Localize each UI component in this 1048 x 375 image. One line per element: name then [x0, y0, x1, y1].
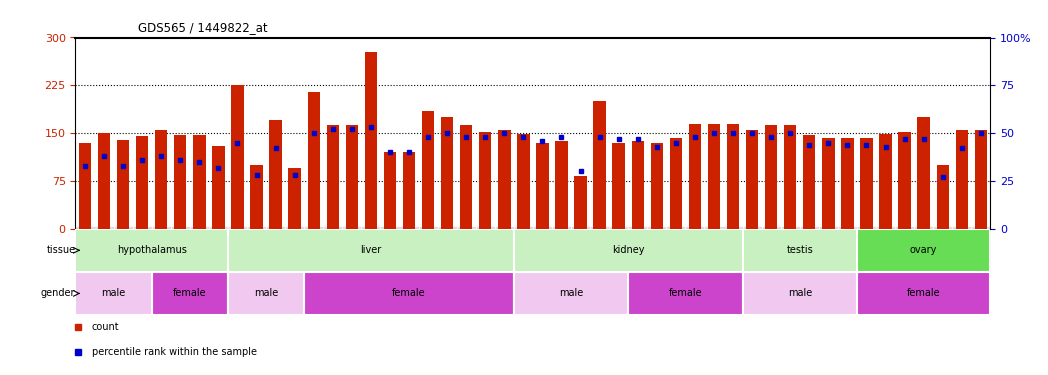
Bar: [917, 117, 930, 229]
Bar: [956, 130, 968, 229]
Text: liver: liver: [361, 245, 381, 255]
Text: female: female: [173, 288, 206, 298]
Text: kidney: kidney: [612, 245, 645, 255]
Text: count: count: [92, 322, 119, 332]
Bar: [879, 134, 892, 229]
Bar: [514, 229, 743, 272]
Bar: [670, 138, 682, 229]
Bar: [689, 124, 701, 229]
Text: female: female: [392, 288, 425, 298]
Text: male: male: [788, 288, 812, 298]
Bar: [628, 272, 743, 315]
Bar: [860, 138, 873, 229]
Bar: [304, 272, 514, 315]
Bar: [707, 124, 720, 229]
Text: testis: testis: [786, 245, 813, 255]
Bar: [632, 141, 643, 229]
Bar: [193, 135, 205, 229]
Text: ovary: ovary: [910, 245, 937, 255]
Bar: [460, 126, 473, 229]
Bar: [307, 92, 320, 229]
Bar: [155, 130, 168, 229]
Text: male: male: [254, 288, 278, 298]
Bar: [593, 101, 606, 229]
Text: GDS565 / 1449822_at: GDS565 / 1449822_at: [138, 21, 268, 34]
Bar: [975, 130, 987, 229]
Bar: [384, 152, 396, 229]
Bar: [574, 177, 587, 229]
Text: tissue: tissue: [46, 245, 75, 255]
Bar: [441, 117, 454, 229]
Text: female: female: [669, 288, 702, 298]
Bar: [727, 124, 739, 229]
Bar: [822, 138, 834, 229]
Bar: [765, 126, 778, 229]
Bar: [517, 134, 529, 229]
Bar: [514, 272, 628, 315]
Text: male: male: [102, 288, 126, 298]
Bar: [784, 126, 796, 229]
Bar: [327, 126, 339, 229]
Bar: [402, 152, 415, 229]
Bar: [746, 130, 759, 229]
Bar: [479, 132, 492, 229]
Bar: [136, 136, 149, 229]
Bar: [537, 143, 549, 229]
Bar: [227, 272, 304, 315]
Text: hypothalamus: hypothalamus: [116, 245, 187, 255]
Bar: [612, 143, 625, 229]
Bar: [498, 130, 510, 229]
Bar: [152, 272, 227, 315]
Bar: [79, 143, 91, 229]
Bar: [346, 126, 358, 229]
Bar: [75, 229, 227, 272]
Bar: [232, 86, 244, 229]
Bar: [857, 229, 990, 272]
Bar: [174, 135, 187, 229]
Bar: [269, 120, 282, 229]
Bar: [857, 272, 990, 315]
Text: male: male: [559, 288, 583, 298]
Bar: [651, 143, 663, 229]
Bar: [803, 135, 815, 229]
Bar: [422, 111, 434, 229]
Bar: [227, 229, 514, 272]
Text: female: female: [907, 288, 940, 298]
Text: percentile rank within the sample: percentile rank within the sample: [92, 346, 257, 357]
Bar: [743, 272, 857, 315]
Bar: [937, 165, 948, 229]
Bar: [75, 272, 152, 315]
Bar: [842, 138, 854, 229]
Bar: [555, 141, 568, 229]
Bar: [117, 140, 129, 229]
Bar: [898, 132, 911, 229]
Bar: [212, 146, 224, 229]
Bar: [288, 168, 301, 229]
Bar: [97, 133, 110, 229]
Bar: [743, 229, 857, 272]
Bar: [250, 165, 263, 229]
Bar: [365, 51, 377, 229]
Text: gender: gender: [41, 288, 75, 298]
